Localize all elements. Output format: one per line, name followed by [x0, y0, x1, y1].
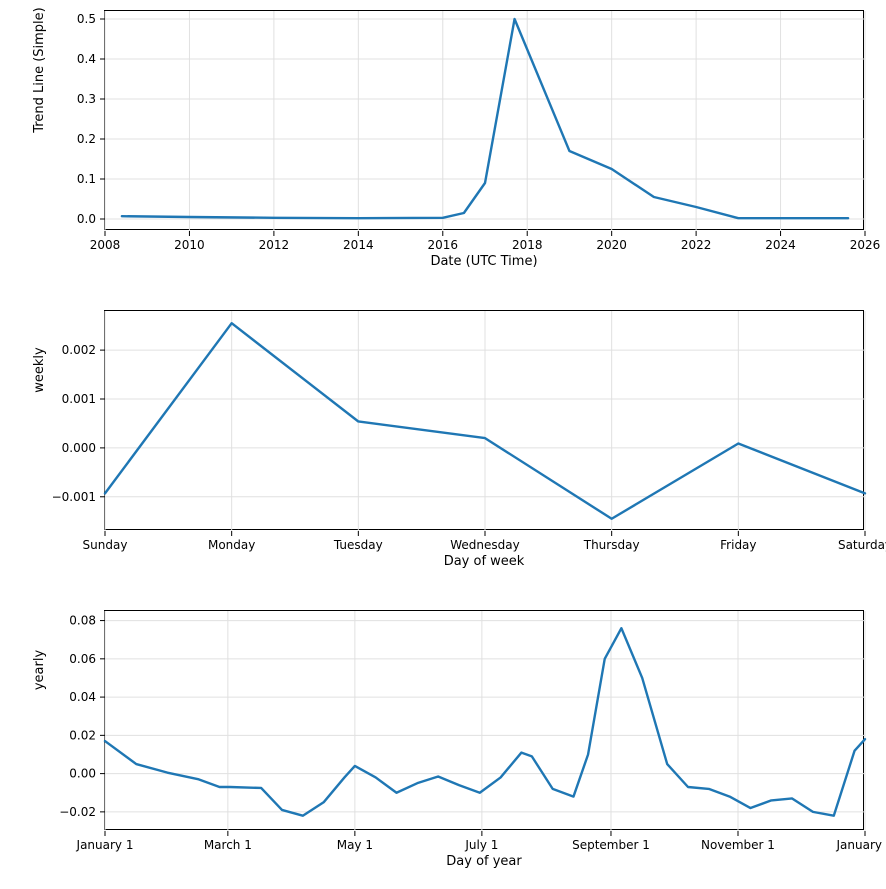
trend-xlabel: Date (UTC Time): [104, 254, 864, 269]
trend-xtick-label: 2024: [765, 238, 796, 252]
trend-xtick-label: 2016: [428, 238, 459, 252]
weekly-plot-area: SundayMondayTuesdayWednesdayThursdayFrid…: [104, 310, 864, 530]
weekly-xtick-label: Thursday: [583, 538, 640, 552]
weekly-panel: SundayMondayTuesdayWednesdayThursdayFrid…: [104, 310, 864, 530]
yearly-ytick-label: 0.04: [69, 690, 96, 704]
weekly-ytick-label: 0.002: [62, 343, 96, 357]
trend-plot-area: 2008201020122014201620182020202220242026…: [104, 10, 864, 230]
trend-ytick-label: 0.2: [77, 132, 96, 146]
weekly-xtick-label: Wednesday: [450, 538, 519, 552]
yearly-panel: January 1March 1May 1July 1September 1No…: [104, 610, 864, 830]
weekly-xtick-label: Monday: [208, 538, 255, 552]
trend-xtick-label: 2012: [259, 238, 290, 252]
yearly-xtick-label: January 1: [76, 838, 134, 852]
yearly-xtick-label: January 1: [836, 838, 886, 852]
yearly-ytick-label: 0.00: [69, 767, 96, 781]
trend-xtick-label: 2014: [343, 238, 374, 252]
yearly-ylabel: yearly: [32, 560, 47, 780]
yearly-xtick-label: July 1: [464, 838, 498, 852]
weekly-ylabel: weekly: [32, 260, 47, 480]
weekly-xtick-label: Saturday: [838, 538, 886, 552]
yearly-xtick-label: March 1: [204, 838, 252, 852]
weekly-xlabel: Day of week: [104, 554, 864, 569]
trend-xtick-label: 2008: [90, 238, 121, 252]
trend-ytick-label: 0.5: [77, 12, 96, 26]
weekly-xtick-label: Sunday: [83, 538, 128, 552]
trend-ytick-label: 0.3: [77, 92, 96, 106]
trend-xtick-label: 2010: [174, 238, 205, 252]
yearly-xtick-label: May 1: [337, 838, 373, 852]
yearly-xtick-label: September 1: [572, 838, 650, 852]
yearly-ytick-label: 0.02: [69, 728, 96, 742]
trend-panel: 2008201020122014201620182020202220242026…: [104, 10, 864, 230]
weekly-xtick-label: Friday: [720, 538, 756, 552]
trend-series-0: [122, 19, 848, 218]
weekly-svg: SundayMondayTuesdayWednesdayThursdayFrid…: [105, 311, 865, 531]
yearly-series-0: [105, 628, 865, 815]
trend-svg: 2008201020122014201620182020202220242026…: [105, 11, 865, 231]
weekly-ytick-label: 0.001: [62, 392, 96, 406]
yearly-svg: January 1March 1May 1July 1September 1No…: [105, 611, 865, 831]
weekly-ytick-label: −0.001: [52, 490, 96, 504]
yearly-ytick-label: 0.06: [69, 652, 96, 666]
yearly-ytick-label: 0.08: [69, 614, 96, 628]
yearly-ytick-label: −0.02: [59, 805, 96, 819]
trend-xtick-label: 2026: [850, 238, 881, 252]
weekly-xtick-label: Tuesday: [333, 538, 383, 552]
trend-xtick-label: 2018: [512, 238, 543, 252]
trend-xtick-label: 2020: [596, 238, 627, 252]
yearly-xtick-label: November 1: [701, 838, 775, 852]
trend-ytick-label: 0.4: [77, 52, 96, 66]
trend-ytick-label: 0.1: [77, 172, 96, 186]
trend-ylabel: Trend Line (Simple): [32, 0, 47, 180]
yearly-plot-area: January 1March 1May 1July 1September 1No…: [104, 610, 864, 830]
trend-ytick-label: 0.0: [77, 212, 96, 226]
weekly-ytick-label: 0.000: [62, 441, 96, 455]
figure: 2008 2010 2012 2014 2016 2018 2020 2022 2024 2026…: [0, 0, 886, 889]
yearly-xlabel: Day of year: [104, 854, 864, 869]
trend-xtick-label: 2022: [681, 238, 712, 252]
